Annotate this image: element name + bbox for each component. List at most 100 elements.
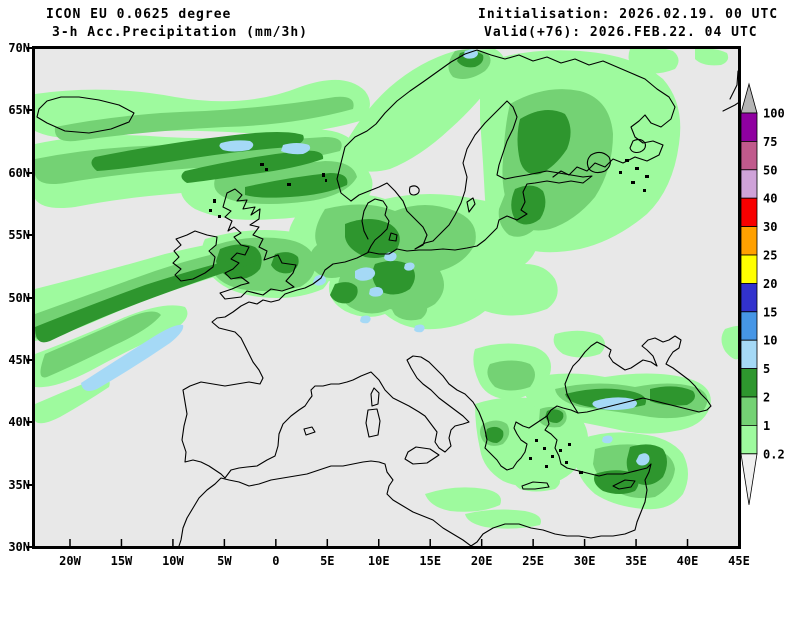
precip-blob [650, 386, 695, 406]
lat-tick [27, 234, 32, 237]
lon-label: 15W [110, 554, 133, 568]
coastline-gotland [466, 197, 476, 213]
precip-blob [511, 185, 546, 225]
coastline-great-britain [219, 188, 297, 300]
precip-blob [721, 325, 738, 360]
legend-label: 2 [763, 391, 770, 405]
lat-label: 65N [8, 103, 30, 118]
legend-band [740, 254, 758, 284]
precip-blob [360, 315, 371, 324]
product-title: 3-h Acc.Precipitation (mm/3h) [52, 25, 308, 40]
lon-label: 40E [676, 554, 699, 568]
finnish-lakes [643, 189, 646, 192]
coastline-turkey-africa [178, 415, 652, 546]
orkney-islands [287, 183, 291, 186]
aegean-islands [551, 455, 554, 458]
lat-tick [27, 358, 32, 361]
shetland-islands [322, 173, 325, 177]
precip-blob [414, 324, 425, 333]
coastline-cyprus [612, 479, 636, 490]
init-time: Initialisation: 2026.02.19. 00 UTC [478, 7, 779, 22]
legend-label: 100 [763, 107, 785, 121]
legend-band [740, 282, 758, 313]
faroe-islands [260, 163, 264, 166]
lon-label: 35E [625, 554, 647, 568]
legend-band [740, 311, 758, 341]
island-specks [209, 159, 649, 474]
lat-tick [27, 171, 32, 174]
legend-band [740, 368, 758, 398]
precip-blob [245, 173, 348, 198]
legend-band [740, 112, 758, 142]
lon-label: 0 [272, 554, 280, 568]
precip-blob [271, 252, 299, 274]
lat-tick [27, 546, 32, 548]
precip-blob [462, 271, 509, 302]
lat-label: 30N [8, 540, 30, 554]
precip-blob [628, 49, 679, 74]
map-canvas [35, 49, 738, 546]
precip-blob [345, 219, 400, 258]
precip-blob [695, 49, 729, 66]
precip-blob [313, 275, 326, 286]
lat-label: 60N [8, 165, 30, 180]
coastline-ne-corner [722, 70, 738, 112]
aegean-islands [568, 443, 571, 446]
lake-vanern [408, 185, 420, 196]
legend-over-arrow [740, 82, 758, 114]
aegean-islands [545, 465, 548, 468]
precip-blob [463, 49, 478, 59]
coastline-sardinia [365, 408, 381, 438]
coastline-ireland [172, 230, 218, 282]
lat-tick [27, 296, 32, 299]
legend-label: 10 [763, 334, 777, 348]
precip-blob [517, 110, 571, 175]
legend-label: 30 [763, 220, 777, 234]
finnish-lakes [625, 159, 629, 162]
lon-label: 45E [728, 554, 750, 568]
coastline-layer [36, 49, 738, 546]
lat-label: 55N [8, 228, 30, 243]
shetland-islands [325, 179, 327, 182]
coastline-denmark [361, 198, 390, 253]
precip-blob [487, 360, 535, 391]
precip-blob [553, 330, 605, 358]
legend-label: 25 [763, 249, 777, 263]
coastline-norway-kola [336, 49, 676, 202]
hebrides [209, 209, 212, 212]
precip-blob [404, 262, 415, 271]
precip-blob [369, 287, 384, 297]
lake-onega [629, 138, 646, 154]
lon-label: 25E [522, 554, 544, 568]
lon-label: 10W [162, 554, 184, 568]
aegean-islands [559, 449, 562, 452]
legend-band [740, 197, 758, 227]
precip-blob [602, 435, 613, 444]
lat-tick [27, 483, 32, 486]
precip-blob [281, 143, 311, 155]
legend-label: 15 [763, 305, 777, 319]
lon-label: 15E [419, 554, 442, 568]
hebrides [213, 199, 216, 203]
coastline-continent-west-med [181, 248, 579, 479]
lat-tick [27, 47, 32, 49]
legend-band [740, 169, 758, 199]
legend-label: 50 [763, 163, 777, 177]
lake-ladoga [586, 151, 611, 174]
coastline-iceland [36, 96, 135, 134]
coastline-crete [521, 481, 550, 490]
precip-blob [330, 282, 358, 304]
precipitation-legend: 100 75 50 40 30 25 20 15 10 5 2 1 0.2 [740, 82, 785, 505]
coastline-corsica [370, 387, 380, 407]
precip-blob [372, 260, 415, 295]
precip-blob [626, 444, 667, 485]
finnish-lakes [619, 171, 622, 174]
finnish-lakes [635, 167, 639, 170]
legend-band [740, 424, 758, 455]
precip-blob [81, 324, 184, 391]
finnish-lakes [631, 181, 635, 184]
legend-label: 1 [763, 419, 770, 433]
coastline-sicily [404, 446, 440, 465]
lat-tick [27, 421, 32, 424]
aegean-islands [535, 439, 538, 442]
